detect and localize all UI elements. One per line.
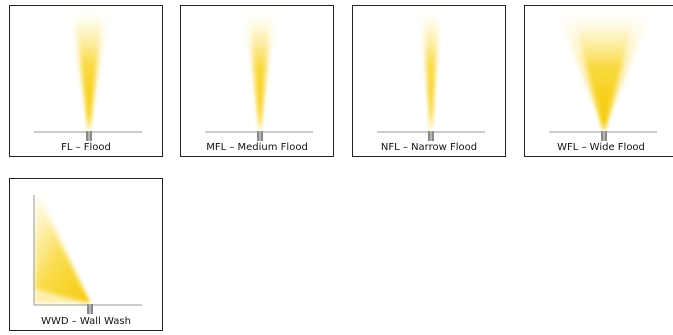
beam-core bbox=[573, 18, 635, 131]
beam-card-wfl: WFL – Wide Flood bbox=[524, 5, 673, 157]
beam-label: MFL – Medium Flood bbox=[206, 142, 308, 153]
beam-core bbox=[424, 16, 438, 131]
beam-core bbox=[250, 16, 270, 131]
beam-label: FL – Flood bbox=[61, 142, 111, 153]
medium-flood-beam-diagram bbox=[205, 6, 313, 141]
beam-card-nfl: NFL – Narrow Flood bbox=[352, 5, 506, 157]
narrow-flood-beam-diagram bbox=[377, 6, 485, 141]
beam-core bbox=[76, 14, 102, 131]
wall-wash-beam-diagram bbox=[33, 179, 142, 314]
beam-label: WWD – Wall Wash bbox=[41, 316, 131, 327]
beam-card-mfl: MFL – Medium Flood bbox=[180, 5, 334, 157]
flood-beam-diagram bbox=[34, 6, 142, 141]
beam-label: NFL – Narrow Flood bbox=[380, 142, 478, 153]
beam-outer bbox=[35, 179, 90, 303]
wide-flood-beam-diagram bbox=[549, 6, 657, 141]
beam-card-fl: FL – Flood bbox=[9, 5, 163, 157]
beam-card-wwd: WWD – Wall Wash bbox=[9, 178, 163, 331]
beam-label: WFL – Wide Flood bbox=[557, 142, 645, 153]
